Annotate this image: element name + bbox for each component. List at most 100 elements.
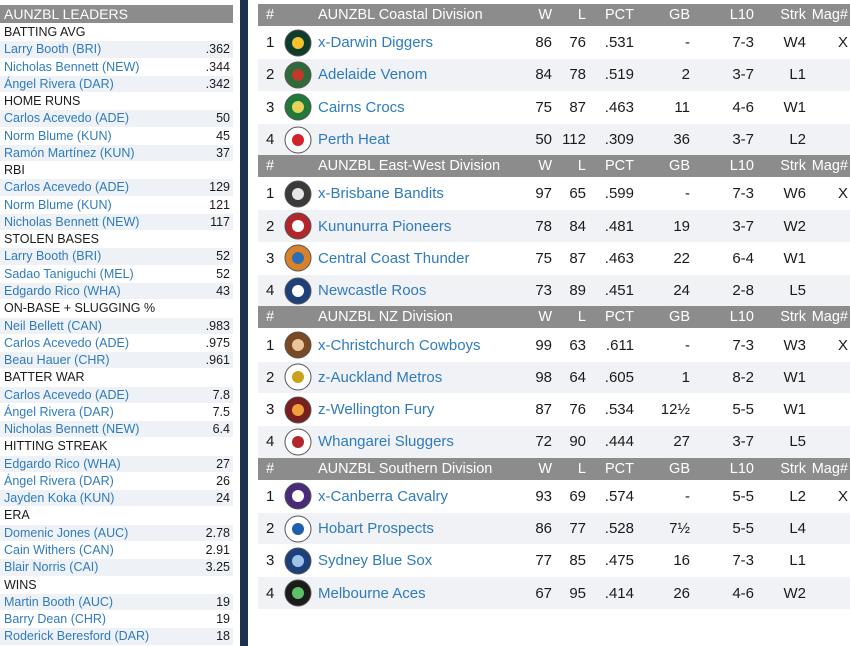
leader-player-link[interactable]: Larry Booth (BRI) [4,249,102,264]
leader-player-link[interactable]: Nicholas Bennett (NEW) [4,422,140,437]
team-logo-cell [284,61,318,89]
leader-player-link[interactable]: Carlos Acevedo (ADE) [4,180,130,195]
leader-row: Sadao Taniguchi (MEL) 52 [0,266,233,282]
leader-player-link[interactable]: Martin Booth (AUC) [4,594,114,609]
team-name-link[interactable]: x-Brisbane Bandits [318,185,444,203]
team-row: 3 z-Wellington Fury 87 76 .534 12½ 5-5 W1 [258,392,850,425]
team-logo-cell [284,126,318,154]
team-rank: 4 [266,282,275,300]
team-rank: 3 [266,401,275,419]
team-name-link[interactable]: x-Darwin Diggers [318,34,434,52]
team-mag: X [837,185,848,203]
team-row: 1 x-Christchurch Cowboys 99 63 .611 - 7-3 W3 X [258,328,850,360]
team-name-link[interactable]: Kununurra Pioneers [318,217,452,235]
team-name-link[interactable]: z-Auckland Metros [318,368,443,386]
team-rank: 3 [266,249,275,267]
leader-player-link[interactable]: Nicholas Bennett (NEW) [4,59,140,74]
leader-stat-value: 24 [216,491,230,506]
team-gb: 11 [674,98,690,116]
team-name-link[interactable]: Sydney Blue Sox [318,552,433,570]
team-name-link[interactable]: Perth Heat [318,131,390,149]
team-pct: .475 [604,552,634,570]
leader-player-link[interactable]: Edgardo Rico (WHA) [4,456,121,471]
team-name-link[interactable]: Adelaide Venom [318,66,428,84]
leader-stat-value: 2.78 [205,525,230,540]
team-logo-cell [284,212,318,240]
team-row: 3 Cairns Crocs 75 87 .463 11 4-6 W1 [258,90,850,123]
leader-stat-value: 26 [216,473,230,488]
team-strk: L5 [789,282,806,300]
team-pct: .463 [604,249,634,267]
team-pct: .463 [604,98,634,116]
leader-player-link[interactable]: Beau Hauer (CHR) [4,353,110,368]
leader-player-link[interactable]: Cain Withers (CAN) [4,542,114,557]
leader-player-link[interactable]: Ángel Rivera (DAR) [4,473,114,488]
leader-row: Jayden Koka (KUN) 24 [0,490,233,507]
team-strk: W3 [783,336,807,354]
team-name-link[interactable]: x-Christchurch Cowboys [318,336,481,354]
leader-player-link[interactable]: Norm Blume (KUN) [4,197,112,212]
leader-player-link[interactable]: Ángel Rivera (DAR) [4,76,114,91]
gb-column-header: GB [669,309,690,326]
leader-player-link[interactable]: Larry Booth (BRI) [4,42,102,57]
leader-row: Domenic Jones (AUC) 2.78 [0,524,233,541]
leader-stat-value: .342 [205,76,230,91]
team-w: 75 [535,98,552,116]
leader-player-link[interactable]: Nicholas Bennett (NEW) [4,214,140,229]
leader-row: Norm Blume (KUN) 45 [0,128,233,144]
leader-row: Carlos Acevedo (ADE) 7.8 [0,386,233,403]
leader-category-label: BATTER WAR [4,370,85,385]
leader-player-link[interactable]: Edgardo Rico (WHA) [4,283,121,298]
leader-player-link[interactable]: Domenic Jones (AUC) [4,525,129,540]
team-name-link[interactable]: Newcastle Roos [318,282,427,300]
strk-column-header: Strk [780,7,806,23]
team-w: 97 [535,185,552,203]
team-rank: 4 [266,131,275,149]
team-gb: 26 [673,584,690,602]
team-name-link[interactable]: Central Coast Thunder [318,249,470,267]
team-logo-cell [284,428,318,456]
team-mag: X [837,336,848,354]
team-name-link[interactable]: Melbourne Aces [318,584,426,602]
team-name-link[interactable]: z-Wellington Fury [318,401,435,419]
team-rank: 1 [266,34,275,52]
leader-stat-value: 3.25 [205,560,230,575]
leader-player-link[interactable]: Blair Norris (CAI) [4,560,99,575]
team-rank: 1 [266,336,275,354]
leader-player-link[interactable]: Ángel Rivera (DAR) [4,404,114,419]
team-row: 1 x-Canberra Cavalry 93 69 .574 - 5-5 L2 X [258,479,850,512]
team-strk: W1 [783,249,807,267]
team-rank: 3 [266,98,275,116]
team-pct: .574 [604,487,634,505]
mag-column-header: Mag# [811,309,848,326]
leader-player-link[interactable]: Sadao Taniguchi (MEL) [4,266,134,281]
team-pct: .481 [604,217,634,235]
leader-player-link[interactable]: Norm Blume (KUN) [4,128,112,143]
wellington-fury-logo [284,396,312,424]
leader-player-link[interactable]: Jayden Koka (KUN) [4,491,115,506]
team-name-link[interactable]: x-Canberra Cavalry [318,487,449,505]
leader-row: Larry Booth (BRI) .362 [0,41,233,58]
team-name-link[interactable]: Hobart Prospects [318,520,434,537]
team-row: 4 Perth Heat 50 112 .309 36 3-7 L2 [258,122,850,156]
team-pct: .444 [604,433,634,451]
leader-player-link[interactable]: Barry Dean (CHR) [4,612,107,627]
leader-player-link[interactable]: Roderick Beresford (DAR) [4,629,150,644]
leader-player-link[interactable]: Neil Bellett (CAN) [4,318,102,333]
team-rank: 4 [266,584,275,602]
leader-stat-value: .983 [205,318,230,333]
leader-row: Ramón Martínez (KUN) 37 [0,144,233,162]
team-name-link[interactable]: Cairns Crocs [318,98,405,116]
leader-player-link[interactable]: Ramón Martínez (KUN) [4,145,135,160]
leader-player-link[interactable]: Carlos Acevedo (ADE) [4,335,130,350]
team-name-link[interactable]: Whangarei Sluggers [318,433,454,451]
leader-player-link[interactable]: Carlos Acevedo (ADE) [4,111,130,126]
team-l: 76 [569,401,586,419]
leader-player-link[interactable]: Carlos Acevedo (ADE) [4,387,130,402]
leader-row: Edgardo Rico (WHA) 27 [0,455,233,472]
team-row: 2 z-Auckland Metros 98 64 .605 1 8-2 W1 [258,360,850,393]
team-w: 78 [535,217,552,235]
l-column-header: L [577,460,586,477]
team-pct: .528 [604,520,634,537]
leader-category-label: STOLEN BASES [4,232,99,247]
